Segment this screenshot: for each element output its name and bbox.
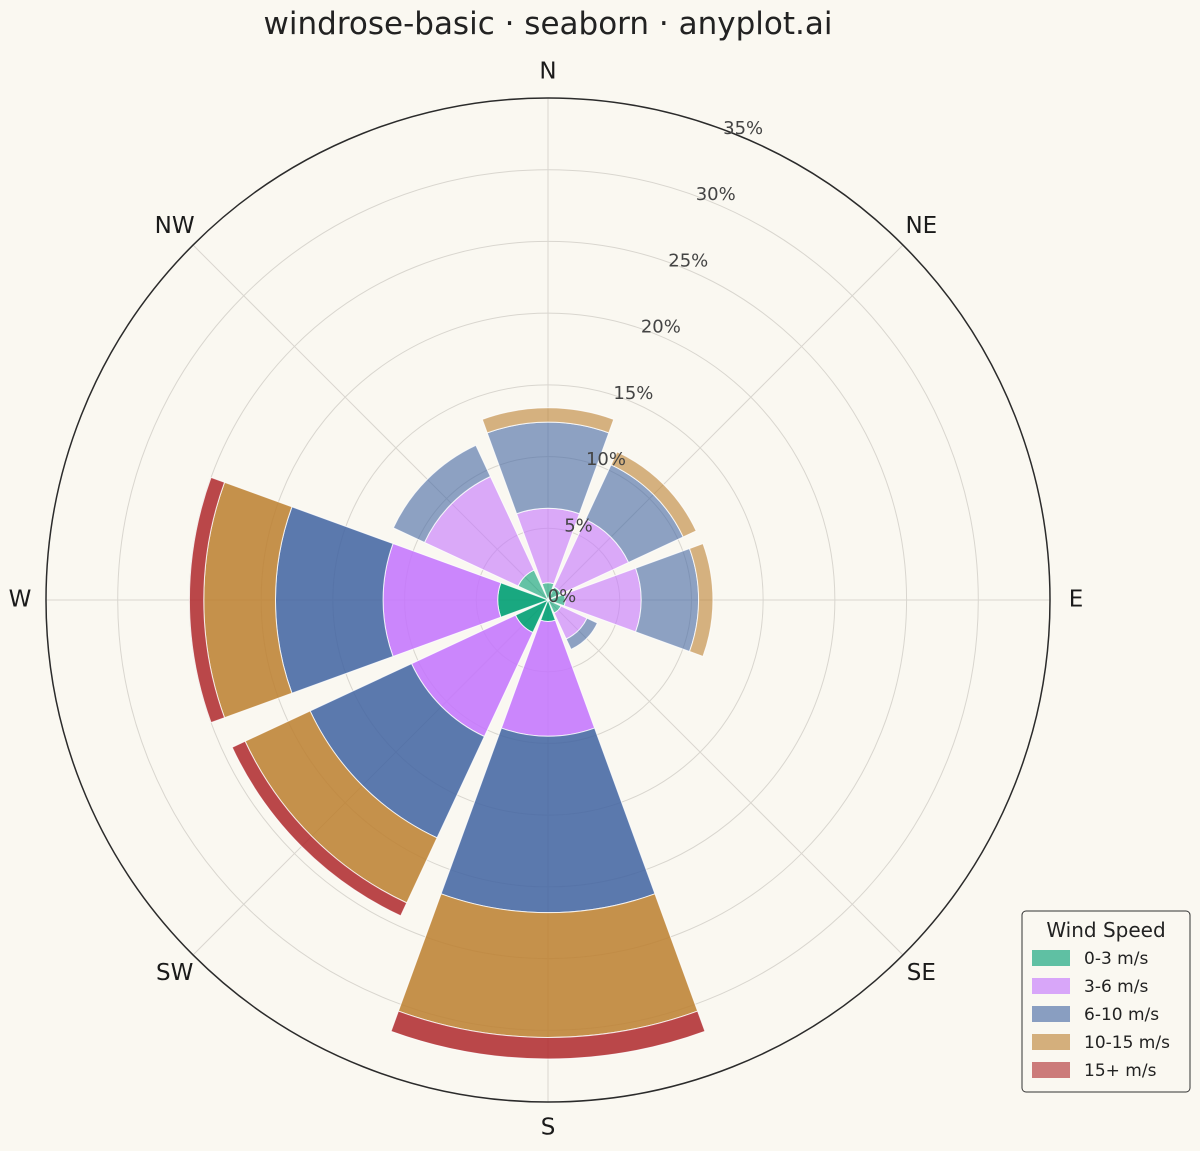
direction-label-s: S [541, 1115, 556, 1141]
wedge-group [188, 407, 714, 1060]
direction-label-se: SE [907, 960, 936, 986]
wedge-ne-10-15-m-s [610, 451, 697, 538]
direction-label-ne: NE [905, 213, 937, 239]
legend-label-15plus-m-s: 15+ m/s [1084, 1061, 1157, 1081]
wedge-e-6-10-m-s [634, 547, 700, 653]
legend-label-10-15-m-s: 10-15 m/s [1084, 1033, 1170, 1053]
direction-label-n: N [539, 59, 556, 85]
radial-tick-label: 10% [586, 449, 626, 470]
legend-swatch-6-10-m-s [1032, 1006, 1070, 1022]
legend-swatch-15plus-m-s [1032, 1062, 1070, 1078]
wedge-s-15plus-m-s [390, 1010, 706, 1060]
wedge-w-15plus-m-s [188, 476, 226, 724]
legend: Wind Speed 0-3 m/s 3-6 m/s 6-10 m/s 10-15 m/… [1021, 910, 1191, 1093]
legend-swatch-10-15-m-s [1032, 1034, 1070, 1050]
radial-tick-label: 5% [564, 515, 593, 536]
legend-label-6-10-m-s: 6-10 m/s [1084, 1005, 1159, 1025]
direction-label-w: W [9, 587, 32, 613]
chart-title: windrose-basic · seaborn · anyplot.ai [264, 6, 833, 42]
radial-tick-label: 15% [613, 383, 653, 404]
radial-tick-label: 20% [641, 317, 681, 338]
radial-tick-label: 30% [696, 184, 736, 205]
wedge-sw-15plus-m-s [231, 740, 408, 917]
radial-tick-label: 35% [723, 118, 763, 139]
wedge-n-10-15-m-s [481, 407, 615, 434]
wedge-nw-6-10-m-s [392, 444, 492, 544]
wedge-s-10-15-m-s [397, 893, 699, 1038]
legend-label-3-6-m-s: 3-6 m/s [1084, 977, 1148, 997]
wedge-se-6-10-m-s [565, 617, 599, 651]
direction-label-e: E [1069, 587, 1084, 613]
legend-swatch-0-3-m-s [1032, 950, 1070, 966]
legend-label-0-3-m-s: 0-3 m/s [1084, 949, 1148, 969]
legend-title: Wind Speed [1046, 918, 1165, 942]
outer-ring [45, 97, 1051, 1103]
radial-tick-label: 25% [668, 250, 708, 271]
wedge-e-10-15-m-s [688, 542, 714, 658]
wedge-w-6-10-m-s [274, 506, 394, 694]
legend-swatch-3-6-m-s [1032, 978, 1070, 994]
direction-label-nw: NW [155, 213, 195, 239]
grid-spoke-se [547, 599, 904, 956]
radial-tick-label: 0% [548, 586, 577, 607]
direction-labels: N NE E SE S SW W NW [9, 59, 1084, 1141]
direction-label-sw: SW [156, 960, 193, 986]
radial-tick-labels: 0% 5% 10% 15% 20% 25% 30% 35% [548, 118, 763, 607]
